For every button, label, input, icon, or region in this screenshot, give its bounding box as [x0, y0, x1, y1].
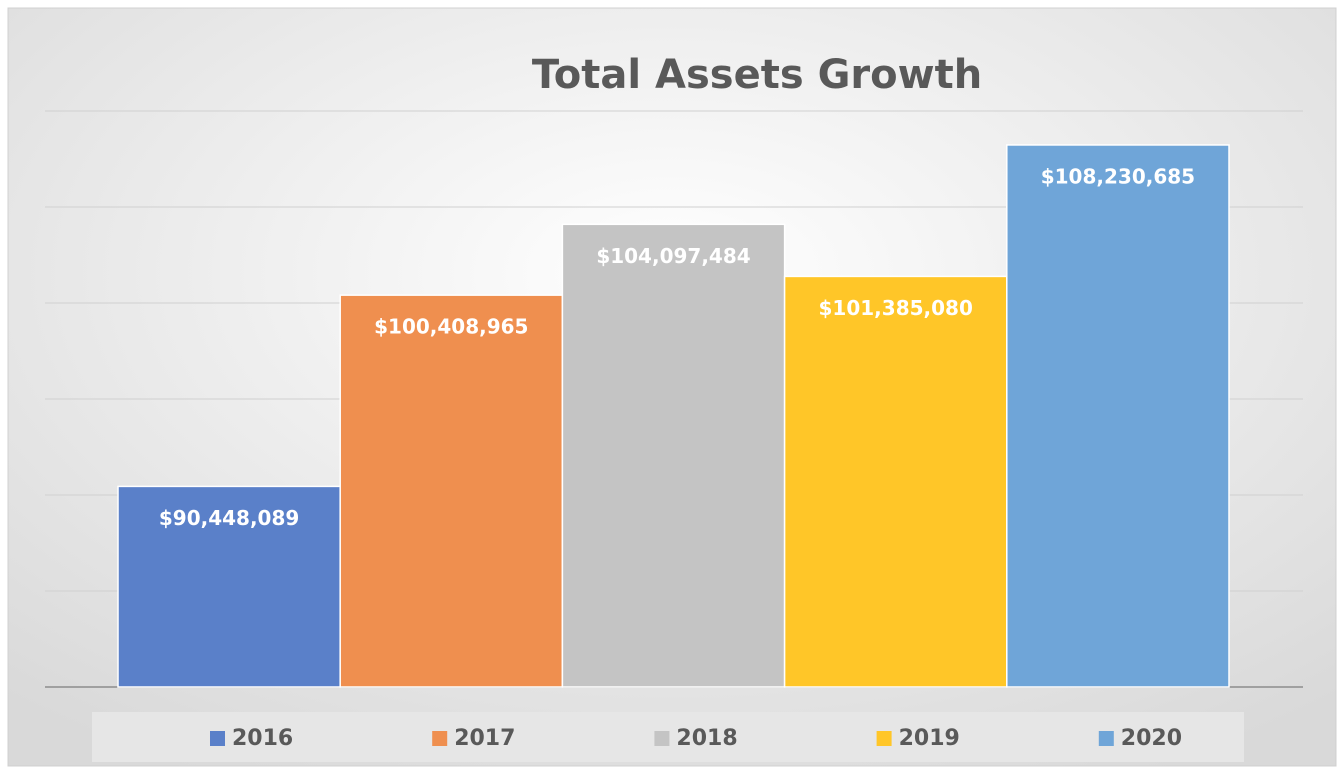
chart-title: Total Assets Growth	[532, 52, 982, 98]
legend-label: 2016	[232, 726, 293, 751]
legend-swatch	[654, 731, 670, 746]
data-label: $108,230,685	[1041, 164, 1195, 188]
data-label: $101,385,080	[819, 296, 973, 320]
legend-swatch	[1098, 731, 1114, 746]
bars: $90,448,089 $100,408,965 $104,097,484 $101,…	[117, 144, 1230, 688]
bar	[561, 223, 786, 688]
legend-swatch	[876, 731, 892, 746]
legend-swatch	[432, 731, 448, 746]
bar	[339, 294, 564, 688]
bar	[783, 275, 1008, 688]
bar	[117, 485, 341, 688]
legend-label: 2020	[1121, 726, 1182, 751]
data-label: $104,097,484	[596, 244, 750, 268]
bar	[1006, 144, 1230, 688]
legend-label: 2019	[899, 726, 960, 751]
data-label: $100,408,965	[374, 315, 528, 339]
legend-label: 2017	[454, 726, 515, 751]
data-label: $90,448,089	[159, 506, 299, 530]
legend-label: 2018	[676, 726, 737, 751]
legend: 2016 2017 2018 2019 2020	[210, 726, 1182, 751]
legend-swatch	[210, 731, 225, 746]
